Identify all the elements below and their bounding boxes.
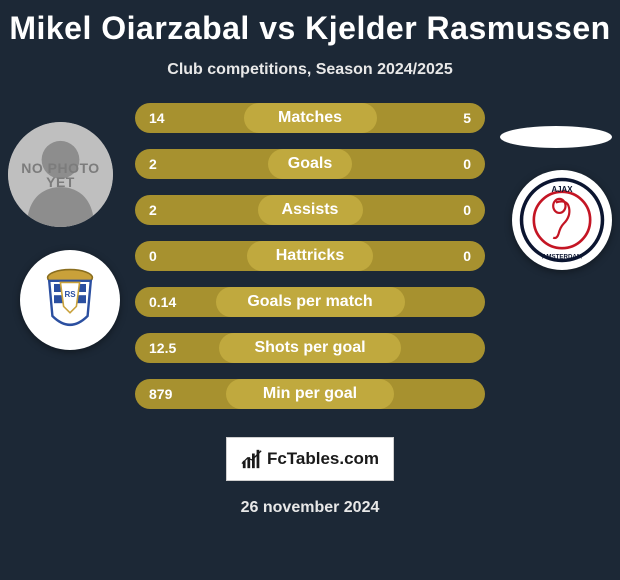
no-photo-line1: NO PHOTO — [21, 161, 99, 175]
no-photo-label: NO PHOTO YET — [21, 161, 99, 189]
player-right-shape — [500, 126, 612, 148]
stat-label: Goals per match — [216, 287, 405, 317]
stat-bar: 879 Min per goal — [135, 379, 485, 409]
svg-text:RS: RS — [64, 290, 76, 299]
bar-chart-icon — [241, 448, 263, 470]
ajax-crest-icon: AJAX AMSTERDAM — [518, 176, 606, 264]
stat-label: Hattricks — [247, 241, 373, 271]
stat-label: Goals — [268, 149, 352, 179]
svg-text:AMSTERDAM: AMSTERDAM — [542, 254, 582, 261]
club-crest-left: RS — [20, 250, 120, 350]
stat-right-value: 0 — [463, 156, 471, 172]
stat-label: Shots per goal — [219, 333, 401, 363]
footer-brand-badge[interactable]: FcTables.com — [226, 437, 394, 481]
stat-bar: 0.14 Goals per match — [135, 287, 485, 317]
stat-right-value: 0 — [463, 248, 471, 264]
stat-left-value: 14 — [149, 110, 165, 126]
svg-text:AJAX: AJAX — [551, 185, 573, 194]
stats-bars: 14 Matches 5 2 Goals 0 2 Assists 0 0 Hattricks 0 0.1… — [135, 103, 485, 409]
stat-label: Matches — [244, 103, 377, 133]
footer-date: 26 november 2024 — [0, 499, 620, 517]
stat-left-value: 2 — [149, 202, 157, 218]
page-title: Mikel Oiarzabal vs Kjelder Rasmussen — [0, 0, 620, 47]
stat-left-value: 0 — [149, 248, 157, 264]
stat-right-value: 5 — [463, 110, 471, 126]
stat-label: Assists — [258, 195, 363, 225]
stat-bar: 2 Assists 0 — [135, 195, 485, 225]
stat-left-value: 2 — [149, 156, 157, 172]
stat-label: Min per goal — [226, 379, 394, 409]
club-crest-right: AJAX AMSTERDAM — [512, 170, 612, 270]
real-sociedad-crest-icon: RS — [30, 260, 110, 340]
stat-left-value: 0.14 — [149, 294, 176, 310]
stat-left-value: 879 — [149, 386, 172, 402]
stat-bar: 12.5 Shots per goal — [135, 333, 485, 363]
stat-bar: 14 Matches 5 — [135, 103, 485, 133]
player-left-avatar: NO PHOTO YET — [8, 122, 113, 227]
stat-right-value: 0 — [463, 202, 471, 218]
subtitle: Club competitions, Season 2024/2025 — [0, 61, 620, 79]
stat-left-value: 12.5 — [149, 340, 176, 356]
stat-bar: 2 Goals 0 — [135, 149, 485, 179]
footer-brand-text: FcTables.com — [267, 449, 379, 469]
stat-bar: 0 Hattricks 0 — [135, 241, 485, 271]
no-photo-line2: YET — [21, 175, 99, 189]
